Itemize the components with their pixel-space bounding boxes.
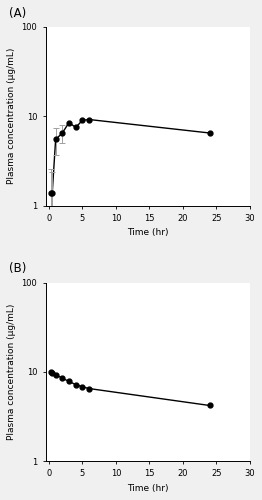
Y-axis label: Plasma concentration (μg/mL): Plasma concentration (μg/mL) <box>7 304 16 440</box>
Text: (A): (A) <box>9 7 26 20</box>
Y-axis label: Plasma concentration (μg/mL): Plasma concentration (μg/mL) <box>7 48 16 184</box>
X-axis label: Time (hr): Time (hr) <box>127 228 168 237</box>
X-axis label: Time (hr): Time (hr) <box>127 484 168 493</box>
Text: (B): (B) <box>9 262 26 276</box>
